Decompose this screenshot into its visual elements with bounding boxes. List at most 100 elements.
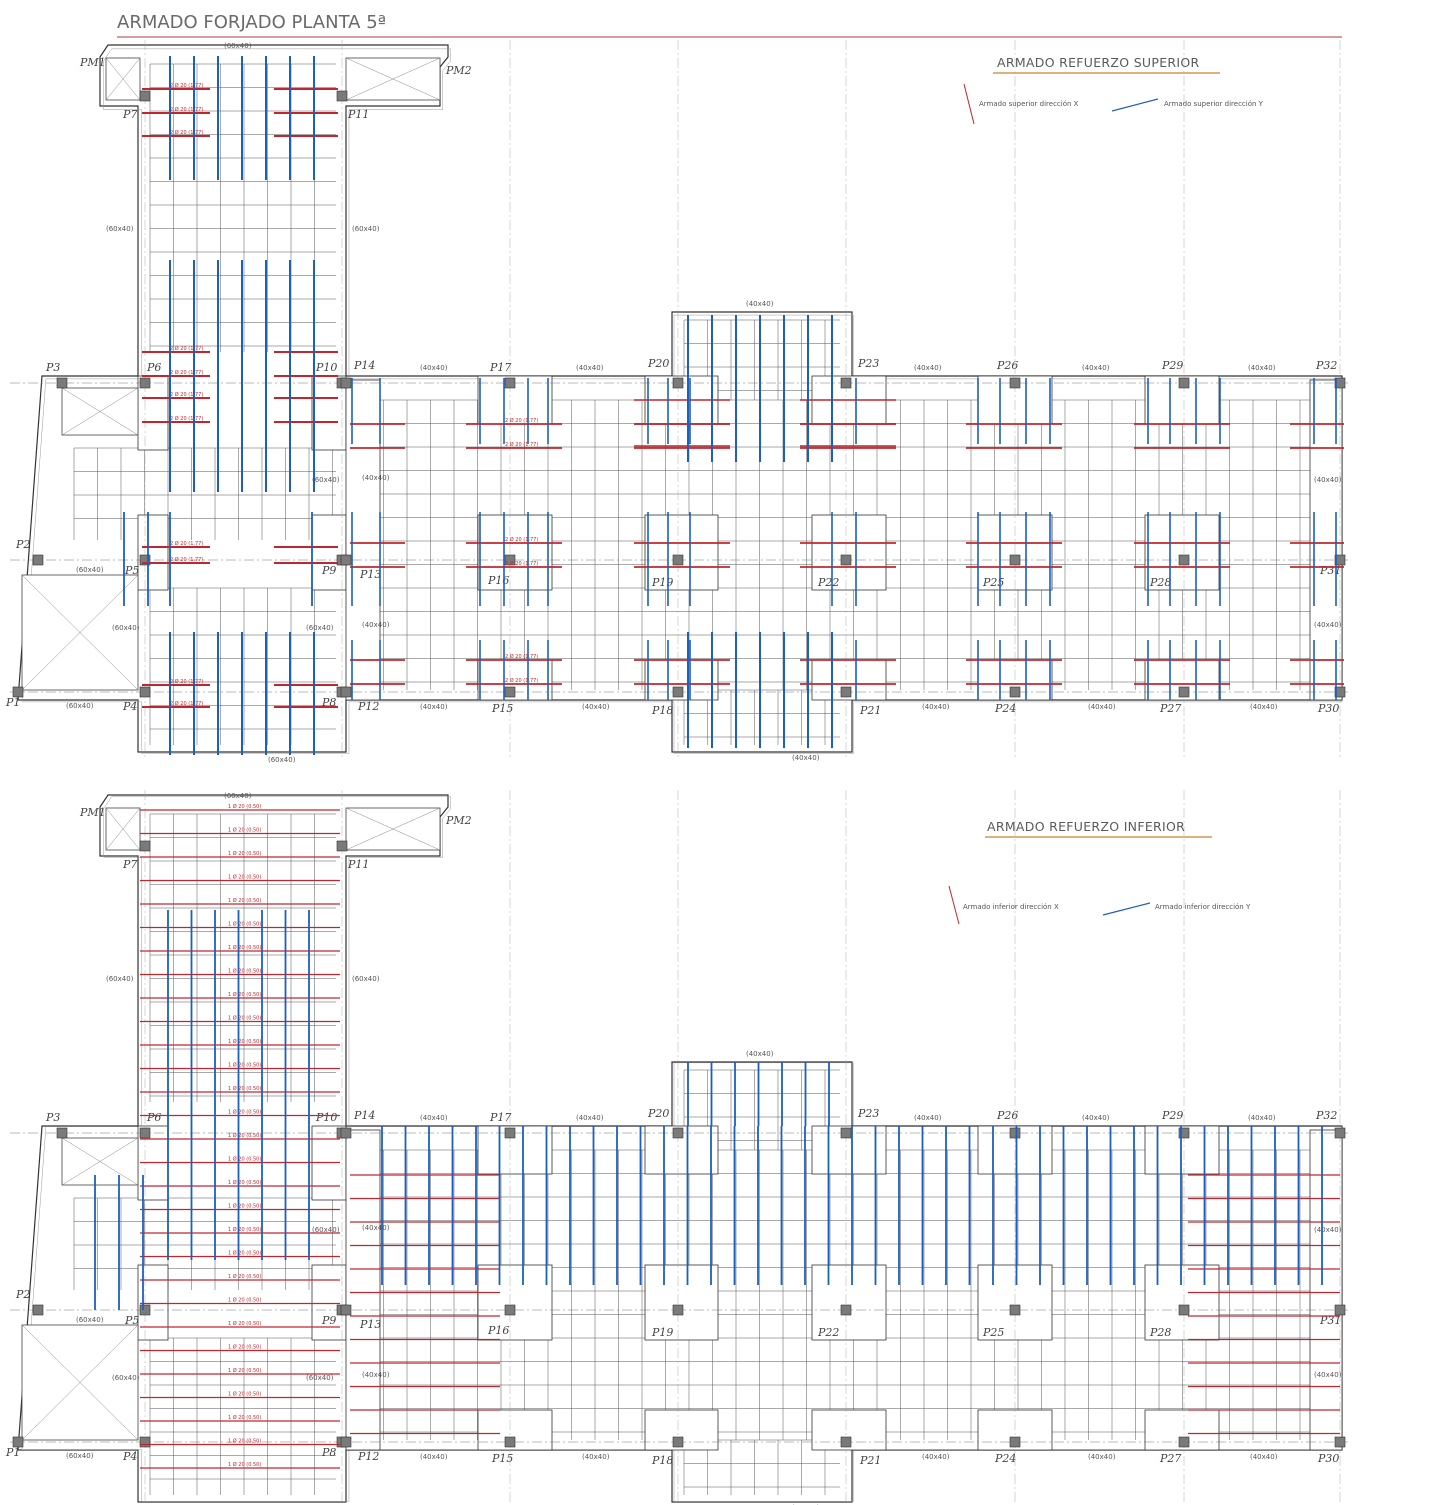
column-label: PM2 <box>445 64 472 77</box>
beam-size-label: (60x40) <box>268 756 296 764</box>
x-bar-label: 1 Ø 20 (0.50) <box>228 921 261 928</box>
beam-size-label: (60x40) <box>306 1374 334 1382</box>
beam-size-label: (40x40) <box>792 754 820 762</box>
column-p13 <box>340 1304 352 1316</box>
beam-size-label: (60x40) <box>352 225 380 233</box>
x-bar-label: 2 Ø 20 (1.77) <box>170 106 203 113</box>
column-label: P14 <box>353 359 375 372</box>
column-head-solid <box>811 1264 887 1341</box>
column-p15 <box>504 1436 516 1448</box>
column-label: P28 <box>1149 1326 1171 1339</box>
opening-cross <box>105 57 141 101</box>
plan-refuerzo-superior: P1 P2 P3 P4 P5 P6 P7 P8 P9 P10 P11 P12 P13 P14 P15 P16 P… <box>5 40 1348 764</box>
column-label: P7 <box>122 858 137 871</box>
column-label: P26 <box>996 1109 1018 1122</box>
column-label: P1 <box>5 1446 20 1459</box>
column-p32 <box>1334 377 1346 389</box>
beam-size-label: (40x40) <box>1088 703 1116 711</box>
column-head-solid <box>644 1264 719 1341</box>
column-p21 <box>840 1436 852 1448</box>
column-p29 <box>1178 1127 1190 1139</box>
opening-cross <box>21 1324 139 1441</box>
column-label: P27 <box>1159 1452 1181 1465</box>
column-label: P27 <box>1159 702 1181 715</box>
column-p4 <box>139 686 151 698</box>
column-label: P32 <box>1315 359 1337 372</box>
column-p20 <box>672 377 684 389</box>
column-label: P23 <box>857 1107 879 1120</box>
opening-cross <box>345 807 441 851</box>
waffle-grid <box>149 1337 336 1495</box>
column-label: P19 <box>651 1326 673 1339</box>
column-label: P29 <box>1161 359 1183 372</box>
subtitle-superior: ARMADO REFUERZO SUPERIOR <box>997 55 1200 70</box>
x-bar-label: 2 Ø 20 (1.77) <box>505 417 538 424</box>
column-label: P11 <box>347 108 369 121</box>
column-label: P28 <box>1149 576 1171 589</box>
slab-outline-inner <box>21 796 1343 1502</box>
x-bar-label: 1 Ø 20 (0.50) <box>228 1015 261 1022</box>
column-p30 <box>1334 1436 1346 1448</box>
opening-cross <box>61 387 139 436</box>
legend-y-swatch <box>1111 98 1159 112</box>
column-label: P30 <box>1317 1452 1339 1465</box>
column-label: P24 <box>994 702 1016 715</box>
column-label: P29 <box>1161 1109 1183 1122</box>
x-bar-label: 2 Ø 20 (1.77) <box>170 345 203 352</box>
y-reinforcement <box>94 910 1323 1310</box>
beam-size-label: (40x40) <box>1248 1114 1276 1122</box>
header-inferior: ARMADO REFUERZO INFERIOR Armado inferior… <box>948 819 1251 925</box>
x-bar-label: 1 Ø 20 (0.50) <box>228 1297 261 1304</box>
column-label: P23 <box>857 357 879 370</box>
beam-size-label: (60x40) <box>224 42 252 50</box>
column-p31 <box>1334 554 1346 566</box>
x-bar-label: 1 Ø 20 (0.50) <box>228 803 261 810</box>
opening-cross <box>61 1137 139 1186</box>
column-p21 <box>840 686 852 698</box>
column-p13 <box>340 554 352 566</box>
column-p3 <box>56 1127 68 1139</box>
column-p28 <box>1178 1304 1190 1316</box>
column-p5 <box>139 1304 151 1316</box>
column-head-solid <box>1309 379 1343 701</box>
column-head-solid <box>311 514 347 591</box>
beam-size-label: (40x40) <box>746 1050 774 1058</box>
column-p31 <box>1334 1304 1346 1316</box>
column-p27 <box>1178 686 1190 698</box>
beam-size-label: (60x40) <box>106 975 134 983</box>
header-superior: ARMADO REFUERZO SUPERIOR Armado superior… <box>963 55 1264 125</box>
column-label: P15 <box>491 1452 513 1465</box>
slab-outline-inner <box>21 48 1343 754</box>
beam-size-label: (40x40) <box>420 364 448 372</box>
x-bar-label: 1 Ø 20 (0.50) <box>228 874 261 881</box>
column-label: P8 <box>321 1446 336 1459</box>
beam-size-label: (40x40) <box>362 1371 390 1379</box>
column-head-solid <box>477 514 553 591</box>
x-bar-label: 1 Ø 20 (0.50) <box>228 1156 261 1163</box>
beam-size-label: (40x40) <box>362 474 390 482</box>
beam-size-label: (40x40) <box>362 621 390 629</box>
x-bar-label: 2 Ø 20 (1.77) <box>170 556 203 563</box>
x-bar-label: 1 Ø 20 (0.50) <box>228 1367 261 1374</box>
x-bar-label: 1 Ø 20 (0.50) <box>228 897 261 904</box>
column-label: P18 <box>651 704 673 717</box>
beam-size-label: (40x40) <box>420 1453 448 1461</box>
column-p4 <box>139 1436 151 1448</box>
x-bar-label: 2 Ø 20 (1.77) <box>170 369 203 376</box>
legend-x-swatch <box>948 885 960 925</box>
column-label: P8 <box>321 696 336 709</box>
column-head-solid <box>477 1264 553 1341</box>
y-reinforcement <box>123 56 1337 755</box>
x-bar-label: 2 Ø 20 (1.77) <box>505 677 538 684</box>
column-p17 <box>504 1127 516 1139</box>
beam-size-label: (40x40) <box>746 300 774 308</box>
x-bar-label: 2 Ø 20 (1.77) <box>170 129 203 136</box>
opening-cross <box>21 574 139 691</box>
column-p2 <box>32 1304 44 1316</box>
column-p1 <box>12 1436 24 1448</box>
column-p27 <box>1178 1436 1190 1448</box>
x-reinforcement: 1 Ø 20 (0.50) 1 Ø 20 (0.50) 1 Ø 20 (0.50) 1… <box>140 803 1340 1469</box>
beam-size-label: (40x40) <box>1088 1453 1116 1461</box>
column-label: P32 <box>1315 1109 1337 1122</box>
beam-size-label: (40x40) <box>420 703 448 711</box>
